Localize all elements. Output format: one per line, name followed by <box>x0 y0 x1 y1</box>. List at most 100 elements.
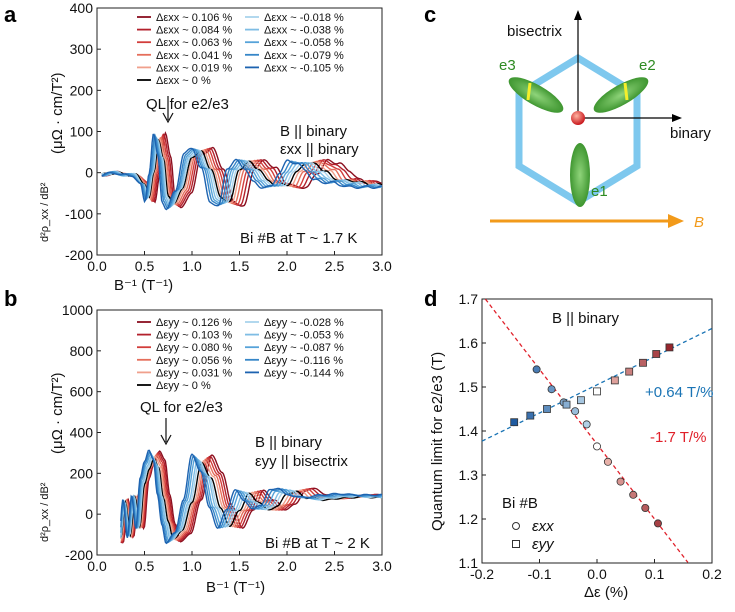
binary-label: binary <box>670 125 711 142</box>
panel-a-y-tick-label: 400 <box>70 0 94 16</box>
panel-d-y-tick-label: 1.4 <box>459 423 479 439</box>
panel-b-legend: Δεyy ~ 0.126 %Δεyy ~ 0.103 %Δεyy ~ 0.080… <box>137 317 344 392</box>
panel-d-point-yy <box>577 396 585 405</box>
panel-a-legend-entry: Δεxx ~ 0.019 % <box>156 62 232 74</box>
panel-d-y-tick-label: 1.2 <box>459 511 479 527</box>
panel-d-x-label: Δε (%) <box>584 584 628 601</box>
e2-label: e2 <box>639 57 656 74</box>
panel-b-y-tick-label: 1000 <box>62 302 93 318</box>
panel-b-curves <box>120 449 383 545</box>
panel-a-legend-entry: Δεxx ~ -0.038 % <box>264 25 344 37</box>
panel-b-note-field: B || binary <box>255 434 322 451</box>
panel-a-y-label-group: (μΩ · cm/T²) d²ρ_xx / dB² <box>39 72 66 242</box>
panel-b-legend-entry: Δεyy ~ 0.080 % <box>156 342 232 354</box>
center-point <box>571 111 585 125</box>
panel-d-point-xx <box>603 457 612 466</box>
panel-a-x-tick-label: 1.5 <box>230 258 250 274</box>
panel-d-point-xx <box>593 442 602 451</box>
panel-b-x-tick-label: 2.5 <box>325 558 345 574</box>
panel-b-curve-7 <box>120 454 382 542</box>
panel-d-x-tick-label: -0.1 <box>527 566 551 582</box>
panel-d-legend: εxx εyy <box>512 518 555 553</box>
panel-d-point-yy <box>639 358 647 367</box>
panel-b-y-label-deriv: d²ρ_xx / dB² <box>39 482 51 542</box>
panel-a-legend-entry: Δεxx ~ -0.079 % <box>264 50 344 62</box>
field-arrow <box>490 214 684 228</box>
panel-a-x-tick-label: 1.0 <box>182 258 202 274</box>
panel-a-note-sample: Bi #B at T ~ 1.7 K <box>240 230 357 247</box>
panel-a-y-tick-label: 0 <box>85 165 93 181</box>
pocket-e2 <box>593 77 649 113</box>
panel-b-axes: 0.0 0.5 1.0 1.5 2.0 2.5 3.0 -200 0 200 400 600 800 10… <box>62 302 392 574</box>
panel-a-curve-10 <box>101 133 382 211</box>
panel-a-legend-entry: Δεxx ~ 0 % <box>156 75 211 87</box>
panel-d-x-tick-label: 0.2 <box>702 566 722 582</box>
panel-c-letter: c <box>424 2 436 27</box>
panel-a-x-tick-label: 0.0 <box>87 258 107 274</box>
panel-b-ql-arrow <box>160 418 172 446</box>
panel-a-x-tick-label: 2.0 <box>277 258 297 274</box>
panel-b-legend-entry: Δεyy ~ -0.144 % <box>264 367 344 379</box>
panel-d-title: B || binary <box>552 310 619 327</box>
bisectrix-label: bisectrix <box>507 23 563 40</box>
panel-d-letter: d <box>424 286 437 311</box>
panel-b-x-tick-label: 1.5 <box>230 558 250 574</box>
panel-a-y-tick-label: 200 <box>70 82 94 98</box>
panel-b-x-label: B⁻¹ (T⁻¹) <box>206 579 265 596</box>
panel-d-y-tick-label: 1.1 <box>459 555 479 571</box>
panel-d-y-tick-label: 1.5 <box>459 379 479 395</box>
panel-d-point-xx <box>653 519 662 528</box>
panel-a-y-label-deriv: d²ρ_xx / dB² <box>39 182 51 242</box>
panel-b-curve-5 <box>120 457 383 540</box>
panel-a-legend-entry: Δεxx ~ 0.063 % <box>156 37 232 49</box>
e3-label: e3 <box>499 57 516 74</box>
panel-b-legend-entry: Δεyy ~ -0.028 % <box>264 317 344 329</box>
panel-b-letter: b <box>4 286 17 311</box>
panel-b-note-strain: εyy || bisectrix <box>255 453 348 470</box>
panel-b-x-tick-label: 2.0 <box>277 558 297 574</box>
panel-d-y-label-group: Quantum limit for e2/e3 (T) <box>429 352 446 531</box>
panel-d-fit-line-0 <box>481 327 713 442</box>
panel-a-legend-entry: Δεxx ~ 0.041 % <box>156 50 232 62</box>
panel-d-legend-xx: εxx <box>532 518 554 535</box>
panel-a-y-tick-label: -200 <box>65 247 93 263</box>
panel-a-legend: Δεxx ~ 0.106 %Δεxx ~ 0.084 %Δεxx ~ 0.063… <box>137 12 344 87</box>
panel-d-point-xx <box>629 490 638 499</box>
panel-b-y-tick-label: -200 <box>65 547 93 563</box>
panel-d-legend-square <box>512 540 520 548</box>
panel-a-legend-entry: Δεxx ~ -0.105 % <box>264 62 344 74</box>
panel-a-legend-entry: Δεxx ~ 0.106 % <box>156 12 232 24</box>
panel-d-x-tick-label: 0.0 <box>587 566 607 582</box>
panel-d-point-xx <box>582 420 591 429</box>
pocket-e3 <box>508 77 564 113</box>
panel-a-curves <box>101 131 383 211</box>
panel-d-plot <box>481 298 713 563</box>
panel-d-sample: Bi #B <box>502 495 538 512</box>
panel-b-y-tick-label: 400 <box>70 425 94 441</box>
panel-b-legend-entry: Δεyy ~ 0.126 % <box>156 317 232 329</box>
panel-a-note-field: B || binary <box>280 123 347 140</box>
panel-a-letter: a <box>4 2 17 27</box>
panel-a-legend-entry: Δεxx ~ -0.058 % <box>264 37 344 49</box>
panel-b-y-tick-label: 600 <box>70 384 94 400</box>
panel-a-legend-entry: Δεxx ~ 0.084 % <box>156 25 232 37</box>
panel-d-point-yy <box>593 387 601 396</box>
panel-a-x-tick-label: 3.0 <box>372 258 392 274</box>
panel-d-point-yy <box>510 418 519 427</box>
panel-b-legend-entry: Δεyy ~ -0.116 % <box>264 355 343 367</box>
panel-a-legend-entry: Δεxx ~ -0.018 % <box>264 12 344 24</box>
panel-d-x-tick-label: -0.2 <box>470 566 494 582</box>
e1-label: e1 <box>591 183 608 200</box>
panel-d-axes: -0.2 -0.1 0.0 0.1 0.2 1.1 1.2 1.3 1.4 1.5 1.6 1.7 <box>459 291 722 582</box>
panel-d-slope-positive: +0.64 T/% <box>645 384 714 401</box>
panel-d-y-tick-label: 1.3 <box>459 467 479 483</box>
panel-a-y-tick-label: 100 <box>70 124 94 140</box>
panel-d-point-yy <box>610 376 619 385</box>
panel-d-point-xx <box>641 503 650 512</box>
panel-d-point-xx <box>547 385 556 394</box>
panel-b-y-label-units: (μΩ · cm/T²) <box>49 372 66 454</box>
panel-d-point-yy <box>526 411 535 420</box>
panel-a-x-tick-label: 0.5 <box>135 258 155 274</box>
panel-b-legend-entry: Δεyy ~ 0 % <box>156 380 211 392</box>
